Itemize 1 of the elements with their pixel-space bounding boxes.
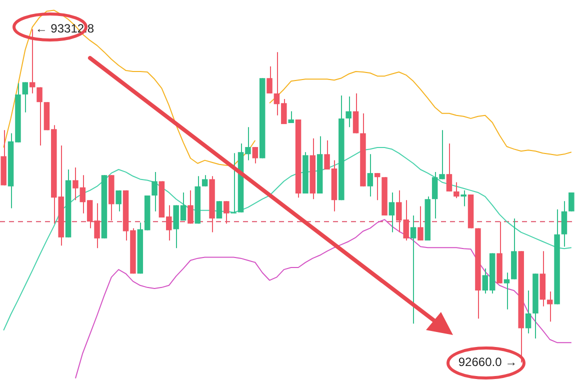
annotation: 92660.0 → — [458, 354, 518, 369]
